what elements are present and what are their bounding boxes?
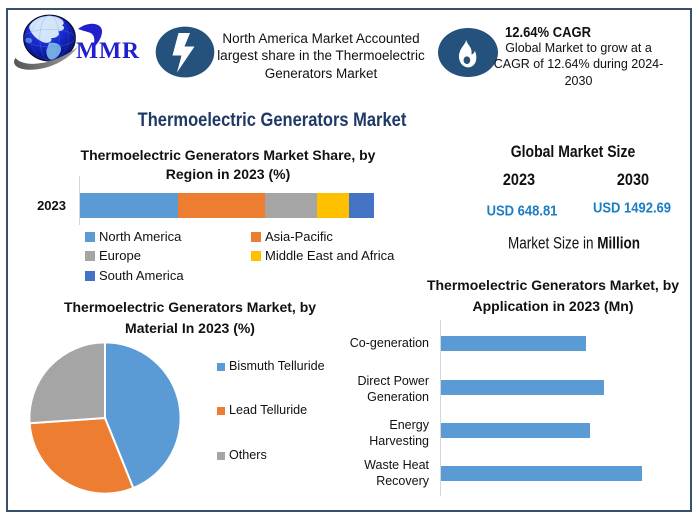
svg-text:MMR: MMR	[76, 38, 140, 64]
